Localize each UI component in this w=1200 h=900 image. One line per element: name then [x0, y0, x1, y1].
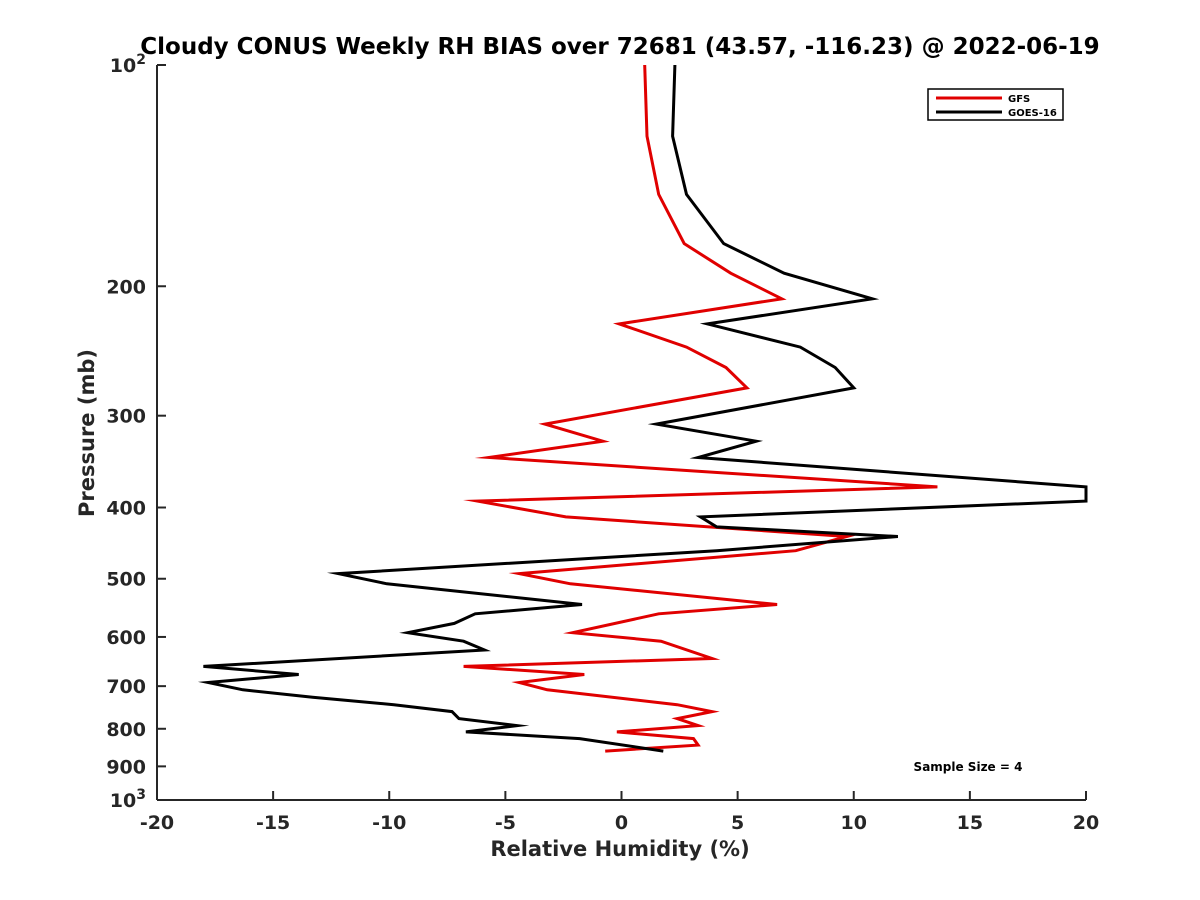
y-axis-label: Pressure (mb): [75, 349, 99, 517]
y-tick-label: 300: [106, 406, 146, 428]
y-tick-label: 800: [106, 719, 146, 741]
series-line-gfs: [463, 64, 938, 753]
x-axis-label: Relative Humidity (%): [490, 837, 749, 861]
y-tick-label: 600: [106, 627, 146, 649]
x-tick-label: 0: [615, 812, 628, 834]
legend-entry-label: GFS: [1008, 94, 1030, 105]
chart-title: Cloudy CONUS Weekly RH BIAS over 72681 (…: [140, 34, 1099, 60]
x-tick-label: -10: [372, 812, 406, 834]
legend-entry-label: GOES-16: [1008, 108, 1057, 119]
y-tick-label: 500: [106, 569, 146, 591]
y-tick-label: 700: [106, 676, 146, 698]
x-tick-label: -20: [140, 812, 174, 834]
axes-layer: [156, 64, 1087, 801]
series-line-goes-16: [197, 64, 1088, 753]
y-tick-label: 400: [106, 498, 146, 520]
x-tick-label: -15: [256, 812, 290, 834]
x-tick-label: -5: [495, 812, 516, 834]
x-tick-label: 15: [957, 812, 983, 834]
legend: GFS GOES-16: [927, 88, 1064, 121]
series-layer: [197, 64, 1088, 753]
y-tick-label: 900: [106, 756, 146, 778]
x-tick-labels: -20 -15 -10 -5 0 5 10 15 20: [140, 812, 1099, 834]
x-tick-label: 20: [1073, 812, 1099, 834]
legend-box: [927, 88, 1064, 121]
sample-size-annotation: Sample Size = 4: [914, 760, 1023, 774]
y-tick-label: 200: [106, 276, 146, 298]
x-tick-label: 10: [841, 812, 867, 834]
x-tick-label: 5: [731, 812, 744, 834]
